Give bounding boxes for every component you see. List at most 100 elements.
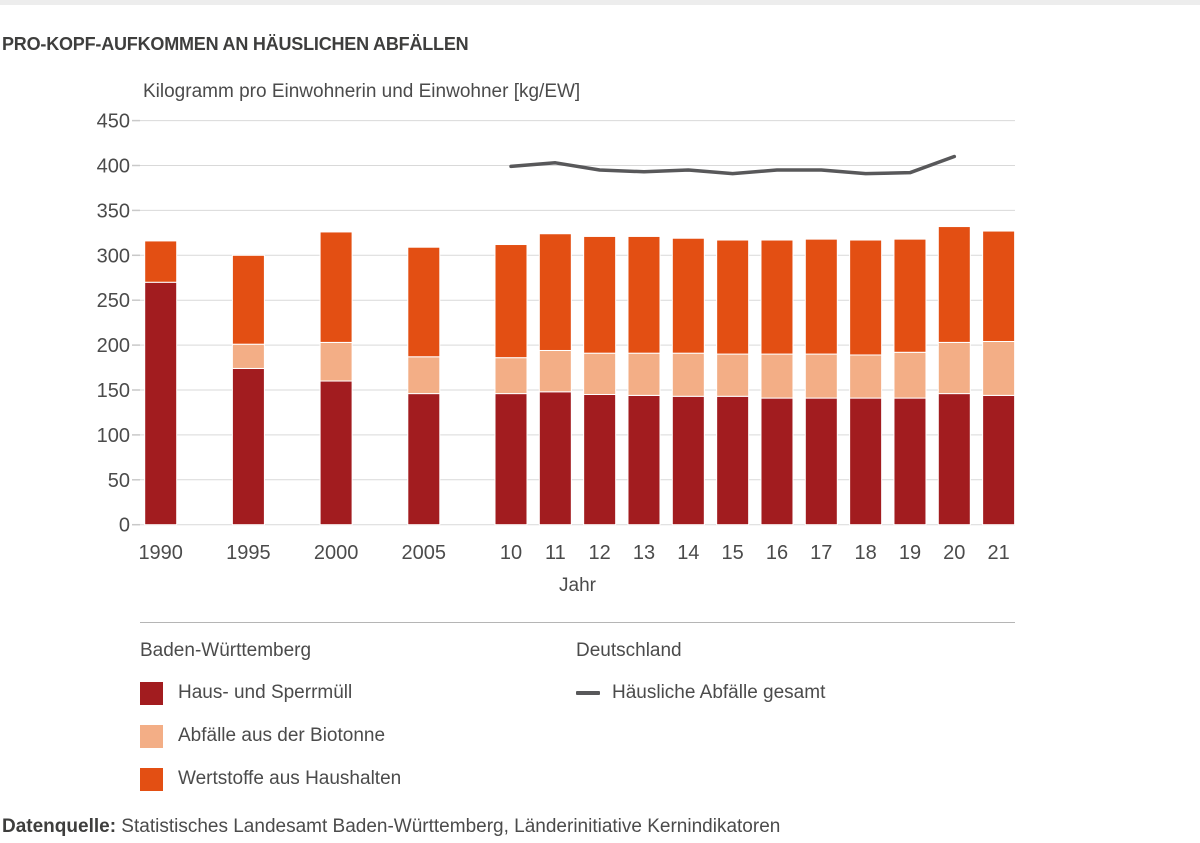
x-tick-label: 21 (988, 542, 1010, 564)
bar-segment (538, 391, 572, 526)
deutschland-line-swatch (576, 691, 600, 695)
bar-segment (494, 357, 528, 395)
bar-segment (716, 353, 750, 397)
bar-segment (538, 349, 572, 393)
bar-segment (671, 237, 705, 354)
bar-segment (319, 341, 353, 382)
bar-segment (982, 341, 1016, 396)
bar-segment (407, 246, 441, 358)
bar-segment (893, 238, 927, 353)
bar-segment (494, 244, 528, 359)
legend-item-haeusliche-abfaelle: Häusliche Abfälle gesamt (576, 681, 996, 705)
bar-segment (627, 352, 661, 396)
bar-segment (760, 239, 794, 355)
chart-canvas: 0 50 100 150 200 250 300 350 400 450 Kilogramm pro… (97, 81, 1016, 596)
legend-item-label: Wertstoffe aus Haushalten (178, 768, 402, 789)
bar-segment (538, 233, 572, 351)
y-tick-label: 0 (119, 515, 130, 537)
x-tick-label: 2000 (314, 542, 359, 564)
x-axis-title: Jahr (559, 575, 597, 596)
bar-segment (671, 395, 705, 526)
legend-group-title-de: Deutschland (576, 640, 682, 661)
bar-segment (849, 239, 883, 356)
y-tick-label: 250 (97, 290, 130, 312)
x-tick-label: 16 (766, 542, 788, 564)
y-axis-title: Kilogramm pro Einwohnerin und Einwohner … (143, 81, 580, 102)
bar-segment (982, 394, 1016, 526)
y-tick-label: 300 (97, 245, 130, 267)
legend-item-wertstoffe: Wertstoffe aus Haushalten (140, 767, 560, 791)
bar-segment (893, 351, 927, 399)
biotonne-swatch (140, 724, 163, 748)
bar-segment (849, 354, 883, 399)
bar-segment (760, 397, 794, 526)
x-tick-label: 1990 (138, 542, 183, 564)
bar-segment (849, 397, 883, 526)
y-tick-label: 400 (97, 156, 130, 178)
legend-item-label: Häusliche Abfälle gesamt (612, 682, 826, 703)
bar-segment (804, 397, 838, 526)
bar-segment (671, 352, 705, 397)
x-tick-label: 10 (500, 542, 522, 564)
y-tick-label: 200 (97, 335, 130, 357)
x-tick-label: 20 (943, 542, 965, 564)
y-tick-label: 150 (97, 380, 130, 402)
y-tick-label: 450 (97, 111, 130, 133)
legend-item-biotonne: Abfälle aus der Biotonne (140, 724, 560, 748)
data-source: Datenquelle: Statistisches Landesamt Bad… (2, 816, 780, 838)
x-tick-label: 1995 (226, 542, 271, 564)
x-tick-label: 19 (899, 542, 921, 564)
bar-segment (716, 395, 750, 526)
legend-baden-wuerttemberg: Baden-Württemberg Haus- und Sperrmüll Ab… (140, 640, 560, 791)
bar-segment (937, 393, 971, 526)
x-tick-label: 2005 (402, 542, 447, 564)
bar-segment (982, 230, 1016, 343)
legend-deutschland: Deutschland Häusliche Abfälle gesamt (576, 640, 996, 705)
bar-segment (937, 341, 971, 395)
deutschland-line (509, 154, 957, 176)
bar-segment (144, 240, 178, 283)
x-tick-label: 12 (589, 542, 611, 564)
bar-segment (937, 226, 971, 343)
legend-group-title-bw: Baden-Württemberg (140, 640, 312, 661)
bar-segment (231, 254, 265, 345)
bar-segment (319, 380, 353, 526)
legend-item-haus-und-sperrmuell: Haus- und Sperrmüll (140, 681, 560, 705)
data-source-label: Datenquelle: (2, 816, 117, 837)
x-tick-label: 14 (677, 542, 699, 564)
bar-segment (627, 394, 661, 526)
bar-segment (716, 239, 750, 355)
bar-segment (804, 353, 838, 399)
y-tick-label: 50 (108, 470, 130, 492)
bar-segment (494, 393, 528, 526)
bar-segment (583, 352, 617, 395)
bar-segment (144, 281, 178, 526)
bar-segment (231, 343, 265, 369)
bar-segment (407, 356, 441, 395)
bar-segment (231, 367, 265, 526)
chart-title: PRO-KOPF-AUFKOMMEN AN HÄUSLICHEN ABFÄLLE… (2, 34, 469, 54)
legend-item-label: Abfälle aus der Biotonne (178, 725, 386, 746)
legend-item-label: Haus- und Sperrmüll (178, 682, 353, 703)
x-tick-label: 11 (545, 542, 566, 564)
bar-segment (583, 235, 617, 354)
x-tick-label: 15 (722, 542, 744, 564)
data-source-text: Statistisches Landesamt Baden-Württember… (116, 816, 781, 837)
bar-segment (760, 353, 794, 399)
bar-segment (804, 238, 838, 355)
bar-segment (627, 235, 661, 354)
bar-segment (893, 397, 927, 526)
x-tick-label: 18 (855, 542, 877, 564)
legend-separator (140, 622, 1015, 623)
haus-und-sperrmuell-swatch (140, 681, 163, 705)
bar-segment (583, 393, 617, 526)
x-tick-label: 13 (633, 542, 655, 564)
bar-segment (319, 231, 353, 343)
top-divider (0, 0, 1200, 5)
y-tick-label: 100 (97, 425, 130, 447)
x-tick-label: 17 (810, 542, 832, 564)
bar-segment (407, 393, 441, 526)
y-tick-label: 350 (97, 200, 130, 222)
wertstoffe-swatch (140, 767, 163, 791)
